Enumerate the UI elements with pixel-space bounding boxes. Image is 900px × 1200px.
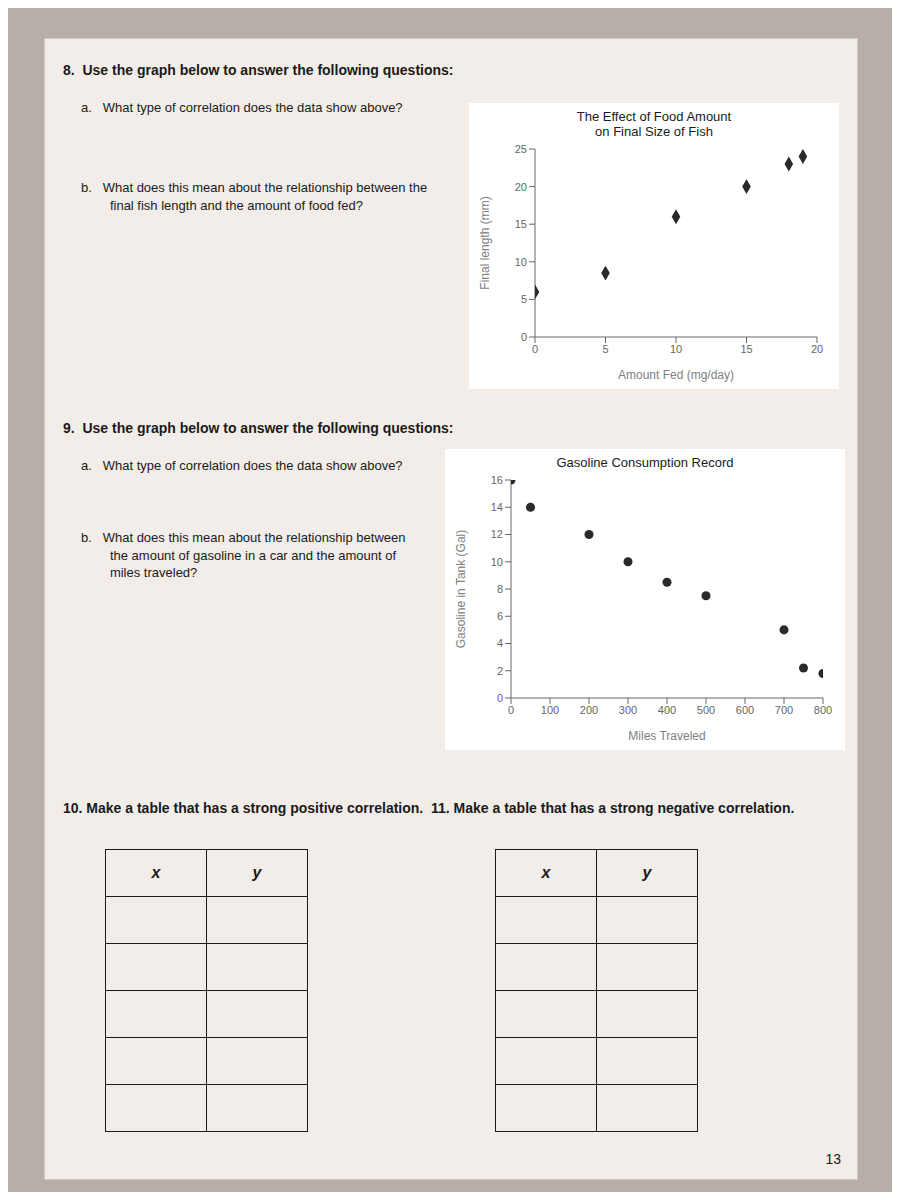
html-text:10. Make a table that has a st: 10. Make a table that has a strong posit… [63,800,795,816]
svg-text:Gasoline in Tank (Gal): Gasoline in Tank (Gal) [454,530,468,649]
svg-text:700: 700 [775,704,793,716]
html-text:The Effect of Food Amount on F: The Effect of Food Amount on Final Size … [576,109,732,139]
svg-text:6: 6 [497,610,503,622]
svg-text:8: 8 [497,583,503,595]
svg-text:Miles Traveled: Miles Traveled [628,729,705,743]
svg-text:20: 20 [515,181,527,193]
html-text:x: x [541,864,551,881]
svg-text:15: 15 [740,343,752,355]
svg-text:400: 400 [658,704,676,716]
svg-text:Final length (mm): Final length (mm) [478,196,492,289]
html-text:b. What does this mean about t: b. What does this mean about the relatio… [81,180,428,213]
svg-text:4: 4 [497,637,503,649]
svg-text:600: 600 [736,704,754,716]
svg-text:20: 20 [811,343,823,355]
html-text:13: 13 [825,1151,841,1167]
svg-text:2: 2 [497,665,503,677]
svg-text:25: 25 [515,143,527,155]
svg-text:Amount Fed (mg/day): Amount Fed (mg/day) [618,368,734,382]
html-text:x: x [151,864,161,881]
svg-text:16: 16 [491,474,503,486]
svg-text:5: 5 [602,343,608,355]
html-text:a. What type of correlation do: a. What type of correlation does the dat… [81,458,403,473]
svg-text:200: 200 [580,704,598,716]
html-text:y: y [642,864,652,881]
svg-text:100: 100 [541,704,559,716]
html-text:8. Use the graph below to answ: 8. Use the graph below to answer the fol… [63,62,454,78]
svg-text:15: 15 [515,218,527,230]
html-text:a. What type of correlation do: a. What type of correlation does the dat… [81,100,403,115]
svg-text:500: 500 [697,704,715,716]
svg-text:0: 0 [508,704,514,716]
svg-text:0: 0 [521,331,527,343]
svg-text:0: 0 [497,692,503,704]
svg-text:0: 0 [532,343,538,355]
html-text:Gasoline Consumption Record: Gasoline Consumption Record [556,455,734,470]
html-text:9. Use the graph below to answ: 9. Use the graph below to answer the fol… [63,420,454,436]
svg-text:300: 300 [619,704,637,716]
svg-text:5: 5 [521,293,527,305]
svg-text:14: 14 [491,501,503,513]
svg-text:10: 10 [515,256,527,268]
svg-text:10: 10 [491,556,503,568]
html-text:b. What does this mean about t: b. What does this mean about the relatio… [81,530,406,581]
svg-text:12: 12 [491,528,503,540]
svg-text:10: 10 [670,343,682,355]
html-text:y: y [252,864,262,881]
svg-text:800: 800 [814,704,832,716]
